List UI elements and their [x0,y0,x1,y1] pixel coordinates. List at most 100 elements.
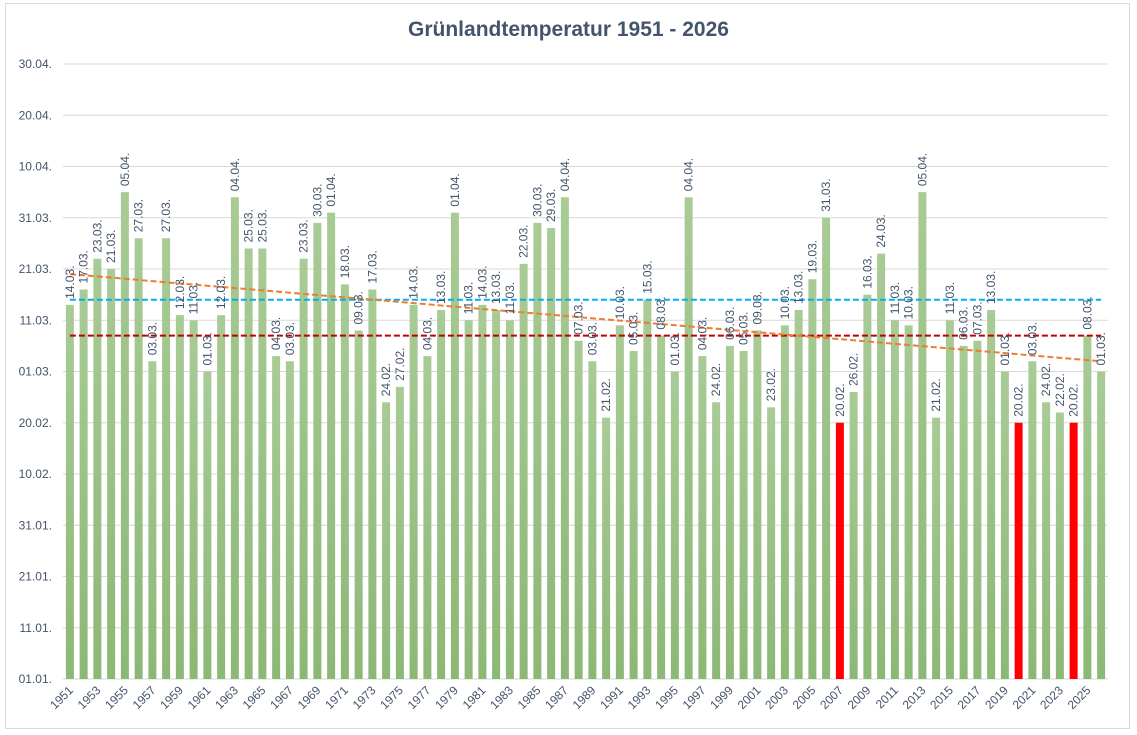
bar-1962 [217,315,226,679]
data-label-2001: 09.03. [750,291,764,324]
data-label-2010: 24.03. [874,214,888,247]
y-tick-label: 01.01. [19,672,52,686]
data-label-1987: 04.04. [558,158,572,191]
bar-2011 [890,320,899,679]
data-label-2021: 03.03. [1025,322,1039,355]
bar-1988 [574,340,583,679]
x-tick-label: 1973 [350,683,379,712]
x-tick-label: 1987 [542,683,571,712]
bar-2003 [780,325,789,679]
data-label-1961: 01.03. [200,332,214,365]
x-tick-label: 2005 [790,683,819,712]
x-tick-label: 2017 [955,683,984,712]
data-label-1997: 04.03. [695,317,709,350]
data-label-1963: 04.04. [228,158,242,191]
data-label-1981: 14.03. [475,266,489,299]
data-label-1984: 22.03. [517,225,531,258]
bar-1954 [107,269,116,679]
bar-1966 [272,356,281,679]
data-label-2022: 24.02. [1039,363,1053,396]
bar-2012 [904,325,913,679]
reference-lines [69,273,1102,363]
bar-2014 [932,417,941,679]
x-tick-label: 1999 [707,683,736,712]
bar-1992 [629,351,638,679]
data-label-1975: 27.02. [393,348,407,381]
x-tick-label: 1961 [185,683,214,712]
data-label-2024: 20.02. [1067,383,1081,416]
bar-2021 [1028,361,1037,679]
bar-1987 [560,197,569,679]
bar-1994 [657,335,666,679]
bar-1993 [643,299,652,679]
bar-1951 [65,304,74,679]
chart-title: Grünlandtemperatur 1951 - 2026 [408,18,729,41]
data-label-2018: 13.03. [984,271,998,304]
bar-1971 [340,284,349,679]
data-label-1989: 03.03. [585,322,599,355]
bar-2016 [959,345,968,679]
data-label-1973: 17.03. [365,250,379,283]
bar-1986 [547,228,556,679]
bar-1952 [79,289,88,679]
x-tick-label: 2013 [900,683,929,712]
y-tick-label: 10.02. [19,467,52,481]
bar-2025 [1083,335,1092,679]
y-tick-label: 21.03. [19,262,52,276]
data-label-2005: 19.03. [805,240,819,273]
data-label-2019: 01.03. [998,332,1012,365]
data-label-2026: 01.03. [1094,332,1108,365]
x-tick-label: 2015 [927,683,956,712]
x-tick-label: 1977 [405,683,434,712]
y-tick-label: 21.01. [19,570,52,584]
data-label-2004: 13.03. [792,271,806,304]
data-label-2014: 21.02. [929,378,943,411]
data-label-1967: 03.03. [283,322,297,355]
x-tick-label: 1969 [295,683,324,712]
data-label-1979: 01.04. [448,173,462,206]
x-tick-label: 1953 [75,683,104,712]
bar-1969 [313,222,322,679]
data-label-1970: 01.04. [324,173,338,206]
bar-1985 [533,222,542,679]
data-label-1992: 05.03. [627,312,641,345]
data-label-1993: 15.03. [640,260,654,293]
y-tick-label: 31.01. [19,518,52,532]
data-label-2013: 05.04. [915,153,929,186]
data-label-2023: 22.02. [1053,373,1067,406]
bar-2009 [863,294,872,679]
bar-1960 [189,320,198,679]
x-tick-label: 2025 [1065,683,1094,712]
data-label-1977: 04.03. [420,317,434,350]
bar-1953 [93,258,102,679]
data-label-2017: 07.03. [970,301,984,334]
data-label-1994: 08.03. [654,296,668,329]
data-label-1953: 23.03. [90,219,104,252]
bar-1979 [450,212,459,679]
data-label-1982: 13.03. [489,271,503,304]
bar-2008 [849,392,858,679]
data-label-1951: 14.03. [63,266,77,299]
bar-1998 [712,402,721,679]
bar-1955 [120,192,129,679]
x-tick-label: 2021 [1010,683,1039,712]
bar-2023 [1055,412,1064,679]
bar-1997 [698,356,707,679]
x-tick-label: 2019 [982,683,1011,712]
x-tick-label: 1971 [322,683,351,712]
x-tick-label: 1957 [130,683,159,712]
x-tick-label: 2009 [845,683,874,712]
data-label-1952: 17.03. [77,250,91,283]
bar-2004 [794,310,803,679]
x-axis: 1951195319551957195919611963196519671969… [47,683,1094,712]
bar-1983 [505,320,514,679]
bar-2005 [808,279,817,679]
bar-1978 [437,310,446,679]
bar-2022 [1042,402,1051,679]
data-label-1972: 09.03. [352,291,366,324]
bar-2001 [753,330,762,679]
data-label-2002: 23.02. [764,368,778,401]
data-label-1980: 11.03. [462,282,476,314]
data-label-1960: 11.03. [187,282,201,314]
